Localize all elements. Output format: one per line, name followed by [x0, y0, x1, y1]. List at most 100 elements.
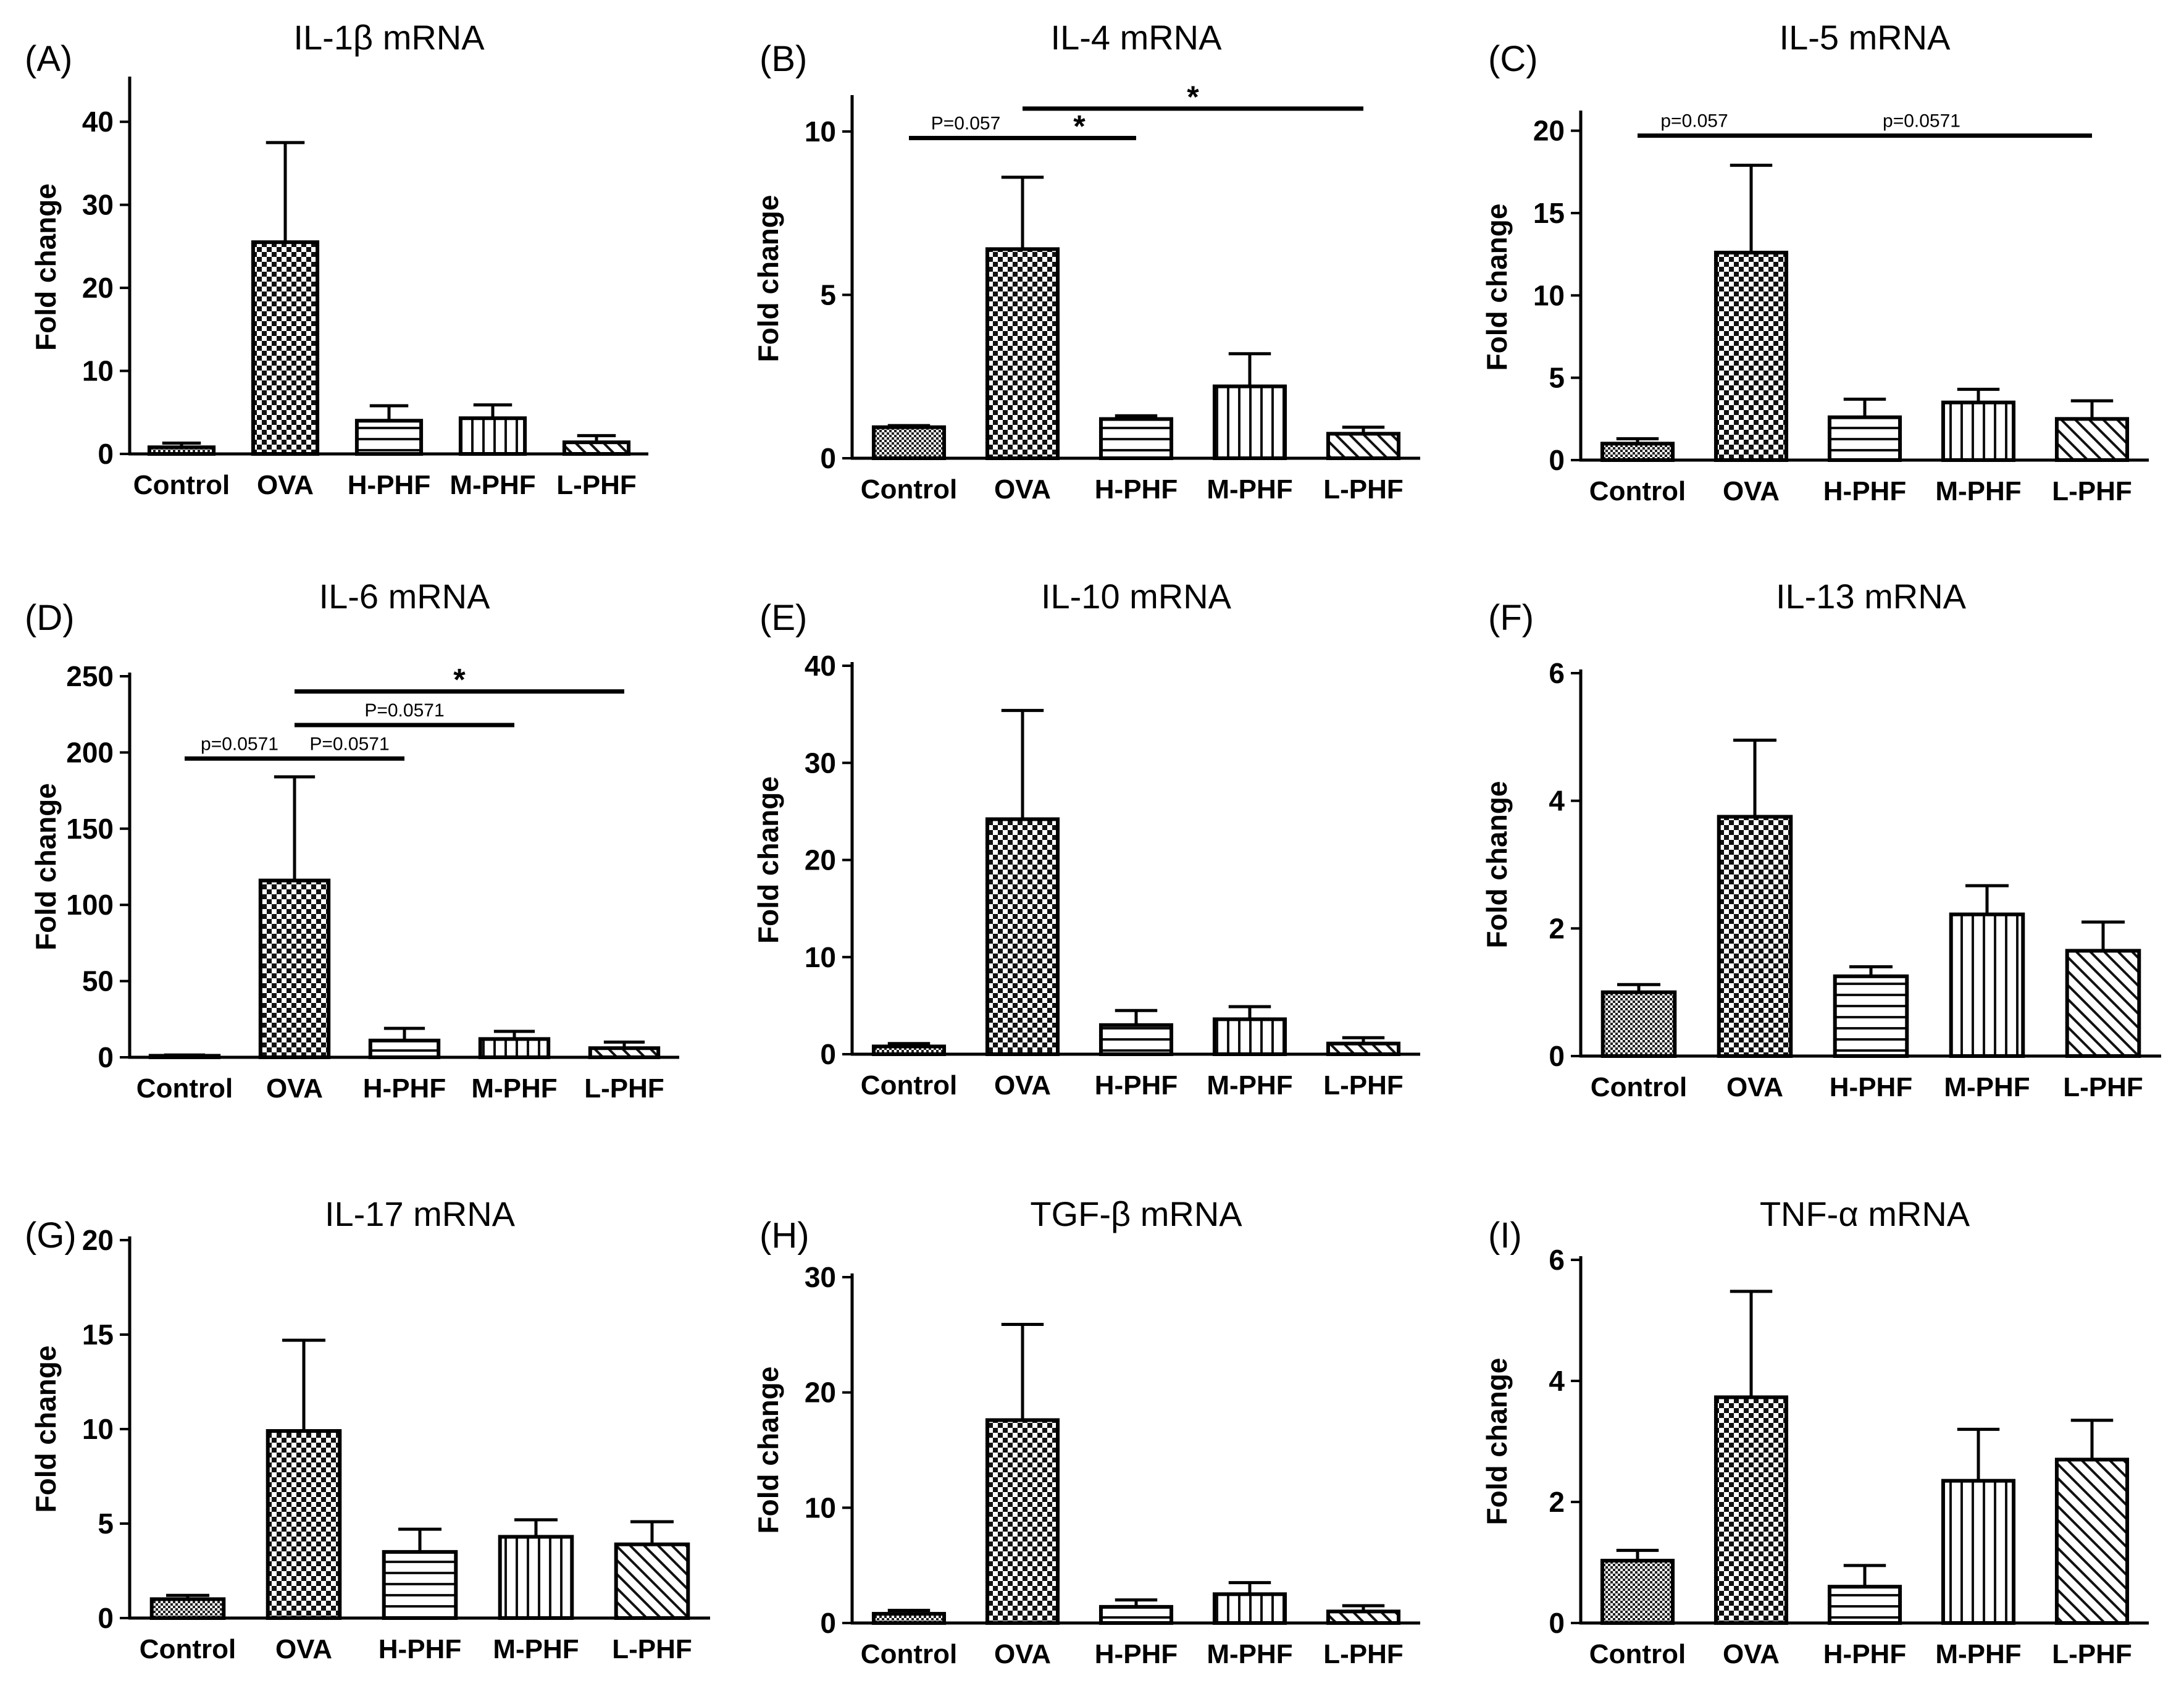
x-tick-label: L-PHF	[612, 1634, 692, 1664]
y-tick-label: 2	[1549, 1486, 1565, 1518]
significance-label: *	[1073, 109, 1086, 143]
x-tick-label: H-PHF	[1830, 1072, 1912, 1102]
x-tick-label: L-PHF	[584, 1073, 664, 1104]
x-tick-label: OVA	[994, 1070, 1051, 1101]
bar-control	[147, 445, 216, 456]
y-axis-label: Fold change	[30, 783, 62, 950]
y-tick-label: 4	[1549, 785, 1565, 817]
panel-label: (B)	[759, 39, 807, 79]
y-tick-label: 10	[1533, 279, 1565, 311]
bar-m-phf	[1212, 1017, 1287, 1057]
bar-ova	[251, 240, 320, 456]
y-tick-label: 150	[66, 813, 114, 845]
x-tick-label: Control	[136, 1073, 233, 1104]
chart-title: IL-17 mRNA	[325, 1194, 516, 1233]
bar-h-phf	[1098, 1023, 1174, 1056]
x-tick-label: M-PHF	[1207, 1639, 1292, 1669]
y-tick-label: 100	[66, 889, 114, 921]
y-axis-label: Fold change	[30, 183, 62, 351]
y-tick-label: 15	[82, 1319, 114, 1351]
bar-h-phf	[1098, 417, 1174, 461]
bar-control	[1600, 990, 1677, 1058]
significance-label: p=0.0571	[201, 734, 278, 754]
bar-h-phf	[354, 419, 424, 456]
x-tick-label: Control	[1589, 1639, 1686, 1669]
bar-h-phf	[1098, 1604, 1174, 1625]
bar-h-phf	[1827, 415, 1902, 463]
y-axis-label: Fold change	[1481, 204, 1513, 371]
y-tick-label: 5	[820, 279, 836, 311]
y-tick-label: 15	[1533, 197, 1565, 229]
panel-label: (F)	[1488, 598, 1534, 638]
bar-control	[1600, 442, 1675, 462]
y-axis-label: Fold change	[1481, 1358, 1513, 1525]
y-tick-label: 0	[820, 1038, 836, 1070]
bar-ova	[258, 878, 331, 1060]
x-tick-label: OVA	[257, 470, 314, 500]
bar-l-phf	[2065, 949, 2141, 1058]
bar-h-phf	[1833, 974, 1909, 1059]
bar-m-phf	[1212, 1592, 1287, 1625]
panel-label: (I)	[1488, 1215, 1522, 1256]
bar-l-phf	[1326, 1609, 1401, 1625]
y-tick-label: 20	[1533, 115, 1565, 147]
y-tick-label: 200	[66, 736, 114, 768]
x-tick-label: H-PHF	[348, 470, 430, 500]
x-tick-label: Control	[1589, 476, 1686, 506]
y-tick-label: 20	[805, 844, 836, 876]
y-tick-label: 10	[805, 941, 836, 973]
bar-ova	[985, 1418, 1060, 1625]
chart-title: IL-5 mRNA	[1780, 18, 1951, 57]
bar-m-phf	[1941, 400, 2016, 463]
bar-l-phf	[1326, 432, 1401, 460]
y-tick-label: 0	[1549, 444, 1565, 476]
chart-title: TNF-α mRNA	[1760, 1194, 1970, 1233]
x-tick-label: M-PHF	[1935, 476, 2021, 506]
y-tick-label: 50	[82, 965, 114, 997]
y-tick-label: 20	[82, 1224, 114, 1256]
bar-ova	[1713, 251, 1789, 462]
x-tick-label: L-PHF	[2052, 476, 2132, 506]
x-tick-label: M-PHF	[493, 1634, 579, 1664]
y-axis-label: Fold change	[752, 195, 784, 363]
y-tick-label: 0	[98, 1041, 114, 1073]
x-tick-label: Control	[133, 470, 230, 500]
x-tick-label: M-PHF	[1935, 1639, 2021, 1669]
y-tick-label: 0	[1549, 1607, 1565, 1639]
y-tick-label: 40	[82, 106, 114, 138]
bar-m-phf	[478, 1037, 551, 1060]
x-tick-label: M-PHF	[1944, 1072, 2030, 1102]
y-tick-label: 5	[1549, 362, 1565, 394]
bar-h-phf	[368, 1038, 441, 1060]
x-tick-label: L-PHF	[1323, 474, 1404, 505]
bar-l-phf	[2054, 417, 2130, 462]
y-axis-label: Fold change	[752, 1367, 784, 1534]
significance-label: p=0.0571	[1883, 111, 1960, 132]
chart-title: IL-13 mRNA	[1776, 577, 1967, 616]
x-tick-label: H-PHF	[1823, 476, 1906, 506]
significance-label: P=0.057	[931, 113, 1001, 133]
x-tick-label: OVA	[994, 1639, 1051, 1669]
bar-ova	[985, 817, 1060, 1056]
panel-label: (G)	[25, 1215, 77, 1256]
significance-label: p=0.057	[1660, 111, 1728, 132]
y-axis-label: Fold change	[30, 1346, 62, 1513]
bar-m-phf	[458, 416, 527, 456]
y-tick-label: 0	[1549, 1040, 1565, 1072]
y-axis-label: Fold change	[1481, 781, 1513, 949]
chart-title: IL-1β mRNA	[293, 18, 485, 57]
bar-m-phf	[1949, 912, 2025, 1058]
x-tick-label: Control	[861, 1070, 957, 1101]
chart-title: TGF-β mRNA	[1030, 1194, 1242, 1233]
panel-label: (D)	[25, 598, 75, 638]
bar-ova	[1713, 1395, 1789, 1625]
x-tick-label: OVA	[1723, 1639, 1780, 1669]
x-tick-label: OVA	[1723, 476, 1780, 506]
x-tick-label: OVA	[1726, 1072, 1783, 1102]
y-axis-label: Fold change	[752, 776, 784, 944]
panel-label: (A)	[25, 39, 72, 79]
bar-ova	[1717, 815, 1793, 1058]
panel-label: (C)	[1488, 39, 1538, 79]
